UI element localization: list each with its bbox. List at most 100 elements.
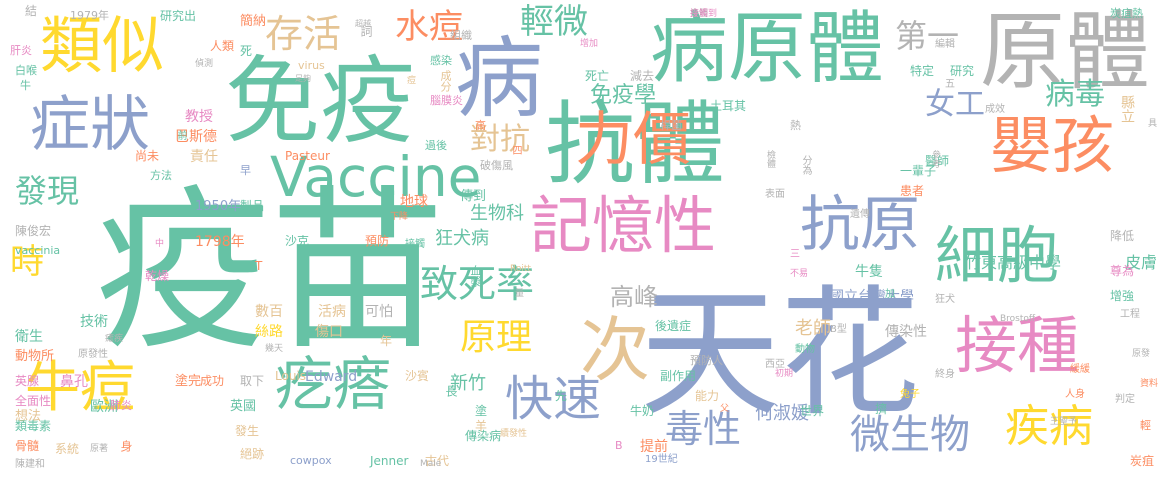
word-cloud-term: 結 [25, 4, 38, 18]
word-cloud-term: 生物科 [470, 203, 524, 224]
word-cloud-term: 毒性 [665, 407, 742, 451]
word-cloud-term: 英國 [230, 399, 257, 414]
word-cloud-term: 免疫學 [590, 83, 657, 108]
word-cloud-term: 身體 [690, 9, 709, 19]
word-cloud-term: 新竹 [450, 373, 486, 394]
word-cloud-term: 抗原 [800, 190, 920, 260]
word-cloud-term: 絲路 [255, 324, 283, 340]
word-cloud-term: 詞 [359, 25, 373, 37]
word-cloud-term: 副作用 [660, 369, 697, 383]
word-cloud-term: 1798年 [195, 234, 245, 250]
word-cloud-term: 微生物 [850, 412, 970, 458]
word-cloud-term: Vaccine [270, 145, 482, 209]
word-cloud-term: cowpox [290, 454, 332, 467]
word-cloud-term: 提前 [640, 439, 668, 455]
word-cloud-term: 數百 [255, 304, 283, 320]
word-cloud-term: 超越 [355, 19, 371, 28]
word-cloud-term: 責任 [190, 149, 218, 165]
word-cloud-term: 後遺症 [655, 319, 692, 333]
word-cloud-term: 想法 [15, 409, 42, 424]
word-cloud-term: B型 [830, 324, 847, 335]
word-cloud-term: 成效 [985, 104, 1005, 115]
word-cloud-term: 終身 [935, 369, 955, 380]
word-cloud-term: 骨髓 [15, 439, 40, 453]
word-cloud-term: vaccinia [15, 244, 61, 257]
word-cloud-term: 父 [720, 404, 730, 414]
word-cloud-term: 死亡 [585, 69, 610, 83]
word-cloud-term: 傳染病 [465, 429, 502, 443]
word-cloud-term: 擠 [875, 402, 888, 416]
word-cloud-term: 何淑媛 [755, 403, 809, 424]
word-cloud-term: 不易 [790, 269, 809, 279]
word-cloud-term: 發現 [15, 172, 80, 210]
word-cloud-term: 牛 [20, 79, 31, 92]
word-cloud-term: 塗完 [175, 374, 202, 389]
word-cloud-term: 牛隻 [855, 264, 883, 280]
word-cloud-term: 水痘 [395, 7, 463, 47]
word-cloud-term: virus [298, 59, 325, 72]
word-cloud-term: B [615, 439, 623, 452]
word-cloud-term: 緩緩 [1070, 364, 1090, 375]
word-cloud-term: 動物所 [15, 349, 55, 364]
word-cloud-term: 炭疽 [1130, 454, 1155, 468]
word-cloud-term: 工程 [1120, 309, 1140, 320]
word-cloud-term: 增加 [580, 39, 599, 49]
word-cloud-term: 製品 [240, 199, 265, 213]
word-cloud-term: 分為 [800, 155, 811, 175]
word-cloud-term: 輕微 [520, 2, 588, 42]
word-cloud-term: 致死率 [420, 262, 535, 306]
word-cloud-term: 沙賓 [405, 369, 430, 383]
word-cloud-term: 兔子 [900, 389, 920, 400]
word-cloud-term: 原發 [1132, 349, 1151, 359]
word-cloud-term: 接觸 [405, 239, 425, 250]
word-cloud-term: 疫苗 [95, 171, 445, 374]
word-cloud-term: 教授 [185, 109, 213, 125]
word-cloud-term: 病毒 [1045, 77, 1105, 112]
word-cloud-term: 牛奶 [630, 404, 655, 418]
word-cloud-term: 傷口 [315, 324, 343, 340]
word-cloud-term: 五 [945, 79, 955, 90]
word-cloud-term: 原理 [460, 317, 533, 358]
word-cloud-term: 細胞 [935, 219, 1060, 292]
word-cloud-term: 死 [240, 44, 253, 58]
word-cloud-term: 表面 [765, 189, 785, 200]
word-cloud-term: 肺炎 [110, 399, 132, 412]
word-cloud-term: 資料 [1140, 379, 1159, 389]
word-cloud-term: 女工 [925, 87, 985, 122]
word-cloud-term: 年 [380, 334, 393, 348]
word-cloud-term: 破傷風 [480, 159, 513, 172]
word-cloud-term: 研究 [950, 64, 975, 78]
word-cloud-term: 對抗 [470, 122, 530, 157]
word-cloud-term: 編輯 [935, 39, 955, 50]
word-cloud-term: 嬰孩 [990, 109, 1115, 182]
word-cloud-term: 1979年 [70, 9, 109, 22]
word-cloud-term: 抗體 [545, 92, 725, 197]
word-cloud-term: 時 [10, 242, 44, 282]
word-cloud-term: 預防 [365, 234, 390, 248]
word-cloud-term: Brostoff [1000, 314, 1036, 324]
word-cloud-term: 預防人 [690, 354, 723, 367]
word-cloud-term: 竹東高級中學 [965, 253, 1062, 272]
word-cloud-term: 類似 [40, 9, 165, 82]
word-cloud-term: 狂犬 [935, 294, 955, 305]
word-cloud-term: 王聖予 [1050, 417, 1078, 427]
word-cloud-term: 長 [444, 385, 458, 397]
word-cloud-term: 塗 [475, 404, 488, 418]
word-cloud-term: 世界 [800, 404, 825, 418]
word-cloud-term: Jenner [370, 454, 409, 468]
word-cloud-term: 加 [885, 289, 895, 300]
word-cloud-term: 足夠 [295, 74, 311, 83]
word-cloud-term: 原體 [980, 3, 1151, 102]
word-cloud-term: 感染 [430, 54, 452, 67]
word-cloud-term: 痘 [405, 75, 415, 84]
word-cloud-term: 記憶性 [530, 189, 717, 262]
word-cloud-term: 技術 [80, 314, 108, 330]
word-cloud-term: 次 [580, 309, 650, 391]
word-cloud-term: 活病 [318, 304, 346, 320]
word-cloud-term: 免疫 [225, 47, 416, 157]
word-cloud-term: 能力 [695, 389, 720, 403]
word-cloud-term: Louis [275, 369, 307, 383]
word-cloud-term: 羊 [475, 419, 488, 433]
word-cloud-term: 量 [515, 289, 525, 299]
word-cloud-term: 絕跡 [240, 447, 265, 461]
